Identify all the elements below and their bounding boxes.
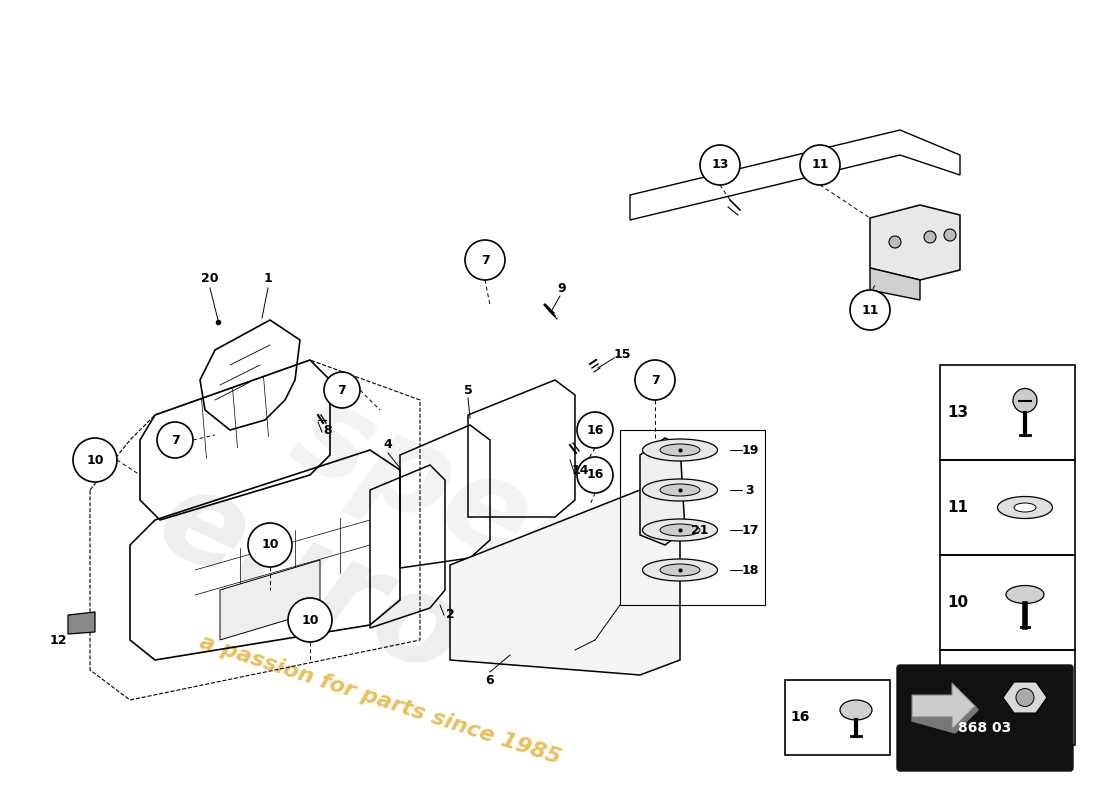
Text: 18: 18	[741, 563, 759, 577]
Circle shape	[635, 360, 675, 400]
Text: a passion for parts since 1985: a passion for parts since 1985	[197, 632, 563, 768]
Bar	[940, 365, 1075, 460]
Bar	[940, 460, 1075, 555]
Circle shape	[73, 438, 117, 482]
Circle shape	[944, 229, 956, 241]
Ellipse shape	[660, 484, 700, 496]
Bar	[620, 430, 764, 605]
Text: 10: 10	[262, 538, 278, 551]
Circle shape	[157, 422, 192, 458]
Text: 20: 20	[201, 271, 219, 285]
Text: 10: 10	[86, 454, 103, 466]
Circle shape	[1016, 689, 1034, 706]
Ellipse shape	[660, 444, 700, 456]
Polygon shape	[68, 612, 95, 634]
Text: 15: 15	[614, 349, 630, 362]
Circle shape	[924, 231, 936, 243]
Ellipse shape	[642, 519, 717, 541]
Circle shape	[889, 236, 901, 248]
Text: 16: 16	[586, 469, 604, 482]
Text: 2: 2	[446, 609, 454, 622]
Circle shape	[800, 145, 840, 185]
Polygon shape	[912, 683, 975, 729]
Text: 17: 17	[741, 523, 759, 537]
Text: 10: 10	[301, 614, 319, 626]
Polygon shape	[640, 438, 685, 545]
Ellipse shape	[660, 524, 700, 536]
Text: 11: 11	[947, 500, 968, 515]
Text: 6: 6	[486, 674, 494, 686]
Text: 21: 21	[691, 523, 708, 537]
Circle shape	[578, 457, 613, 493]
Polygon shape	[450, 490, 680, 675]
Bar	[940, 555, 1075, 650]
Text: specs: specs	[275, 371, 685, 649]
Text: 7: 7	[170, 434, 179, 446]
Text: 4: 4	[384, 438, 393, 451]
Ellipse shape	[642, 559, 717, 581]
Polygon shape	[912, 706, 978, 733]
Circle shape	[1013, 389, 1037, 413]
Bar	[785, 680, 890, 755]
Ellipse shape	[840, 700, 872, 720]
Text: 7: 7	[338, 383, 346, 397]
Circle shape	[248, 523, 292, 567]
Polygon shape	[870, 268, 920, 300]
Ellipse shape	[998, 497, 1053, 518]
Text: 12: 12	[50, 634, 67, 646]
Text: 9: 9	[558, 282, 566, 294]
Ellipse shape	[1014, 503, 1036, 512]
Text: 10: 10	[947, 595, 969, 610]
Text: 1: 1	[264, 271, 273, 285]
Text: 5: 5	[463, 383, 472, 397]
Polygon shape	[870, 205, 960, 280]
Polygon shape	[220, 560, 320, 640]
Text: 8: 8	[323, 423, 332, 437]
Circle shape	[288, 598, 332, 642]
Text: 13: 13	[712, 158, 728, 171]
Polygon shape	[1003, 682, 1047, 713]
Circle shape	[850, 290, 890, 330]
Bar	[940, 650, 1075, 745]
Ellipse shape	[642, 479, 717, 501]
Circle shape	[578, 412, 613, 448]
Circle shape	[700, 145, 740, 185]
Text: 11: 11	[861, 303, 879, 317]
Circle shape	[465, 240, 505, 280]
Text: 868 03: 868 03	[958, 721, 1012, 735]
Text: 19: 19	[741, 443, 759, 457]
Ellipse shape	[1006, 586, 1044, 603]
Text: 16: 16	[790, 710, 810, 724]
Text: euro: euro	[139, 458, 481, 702]
Text: 11: 11	[812, 158, 828, 171]
Text: 7: 7	[953, 690, 964, 705]
Text: 14: 14	[571, 463, 588, 477]
Circle shape	[324, 372, 360, 408]
Ellipse shape	[660, 564, 700, 576]
Text: 7: 7	[481, 254, 490, 266]
Text: 3: 3	[746, 483, 755, 497]
Ellipse shape	[642, 439, 717, 461]
Text: 16: 16	[586, 423, 604, 437]
Text: 13: 13	[947, 405, 969, 420]
Text: 7: 7	[650, 374, 659, 386]
FancyBboxPatch shape	[896, 665, 1072, 771]
